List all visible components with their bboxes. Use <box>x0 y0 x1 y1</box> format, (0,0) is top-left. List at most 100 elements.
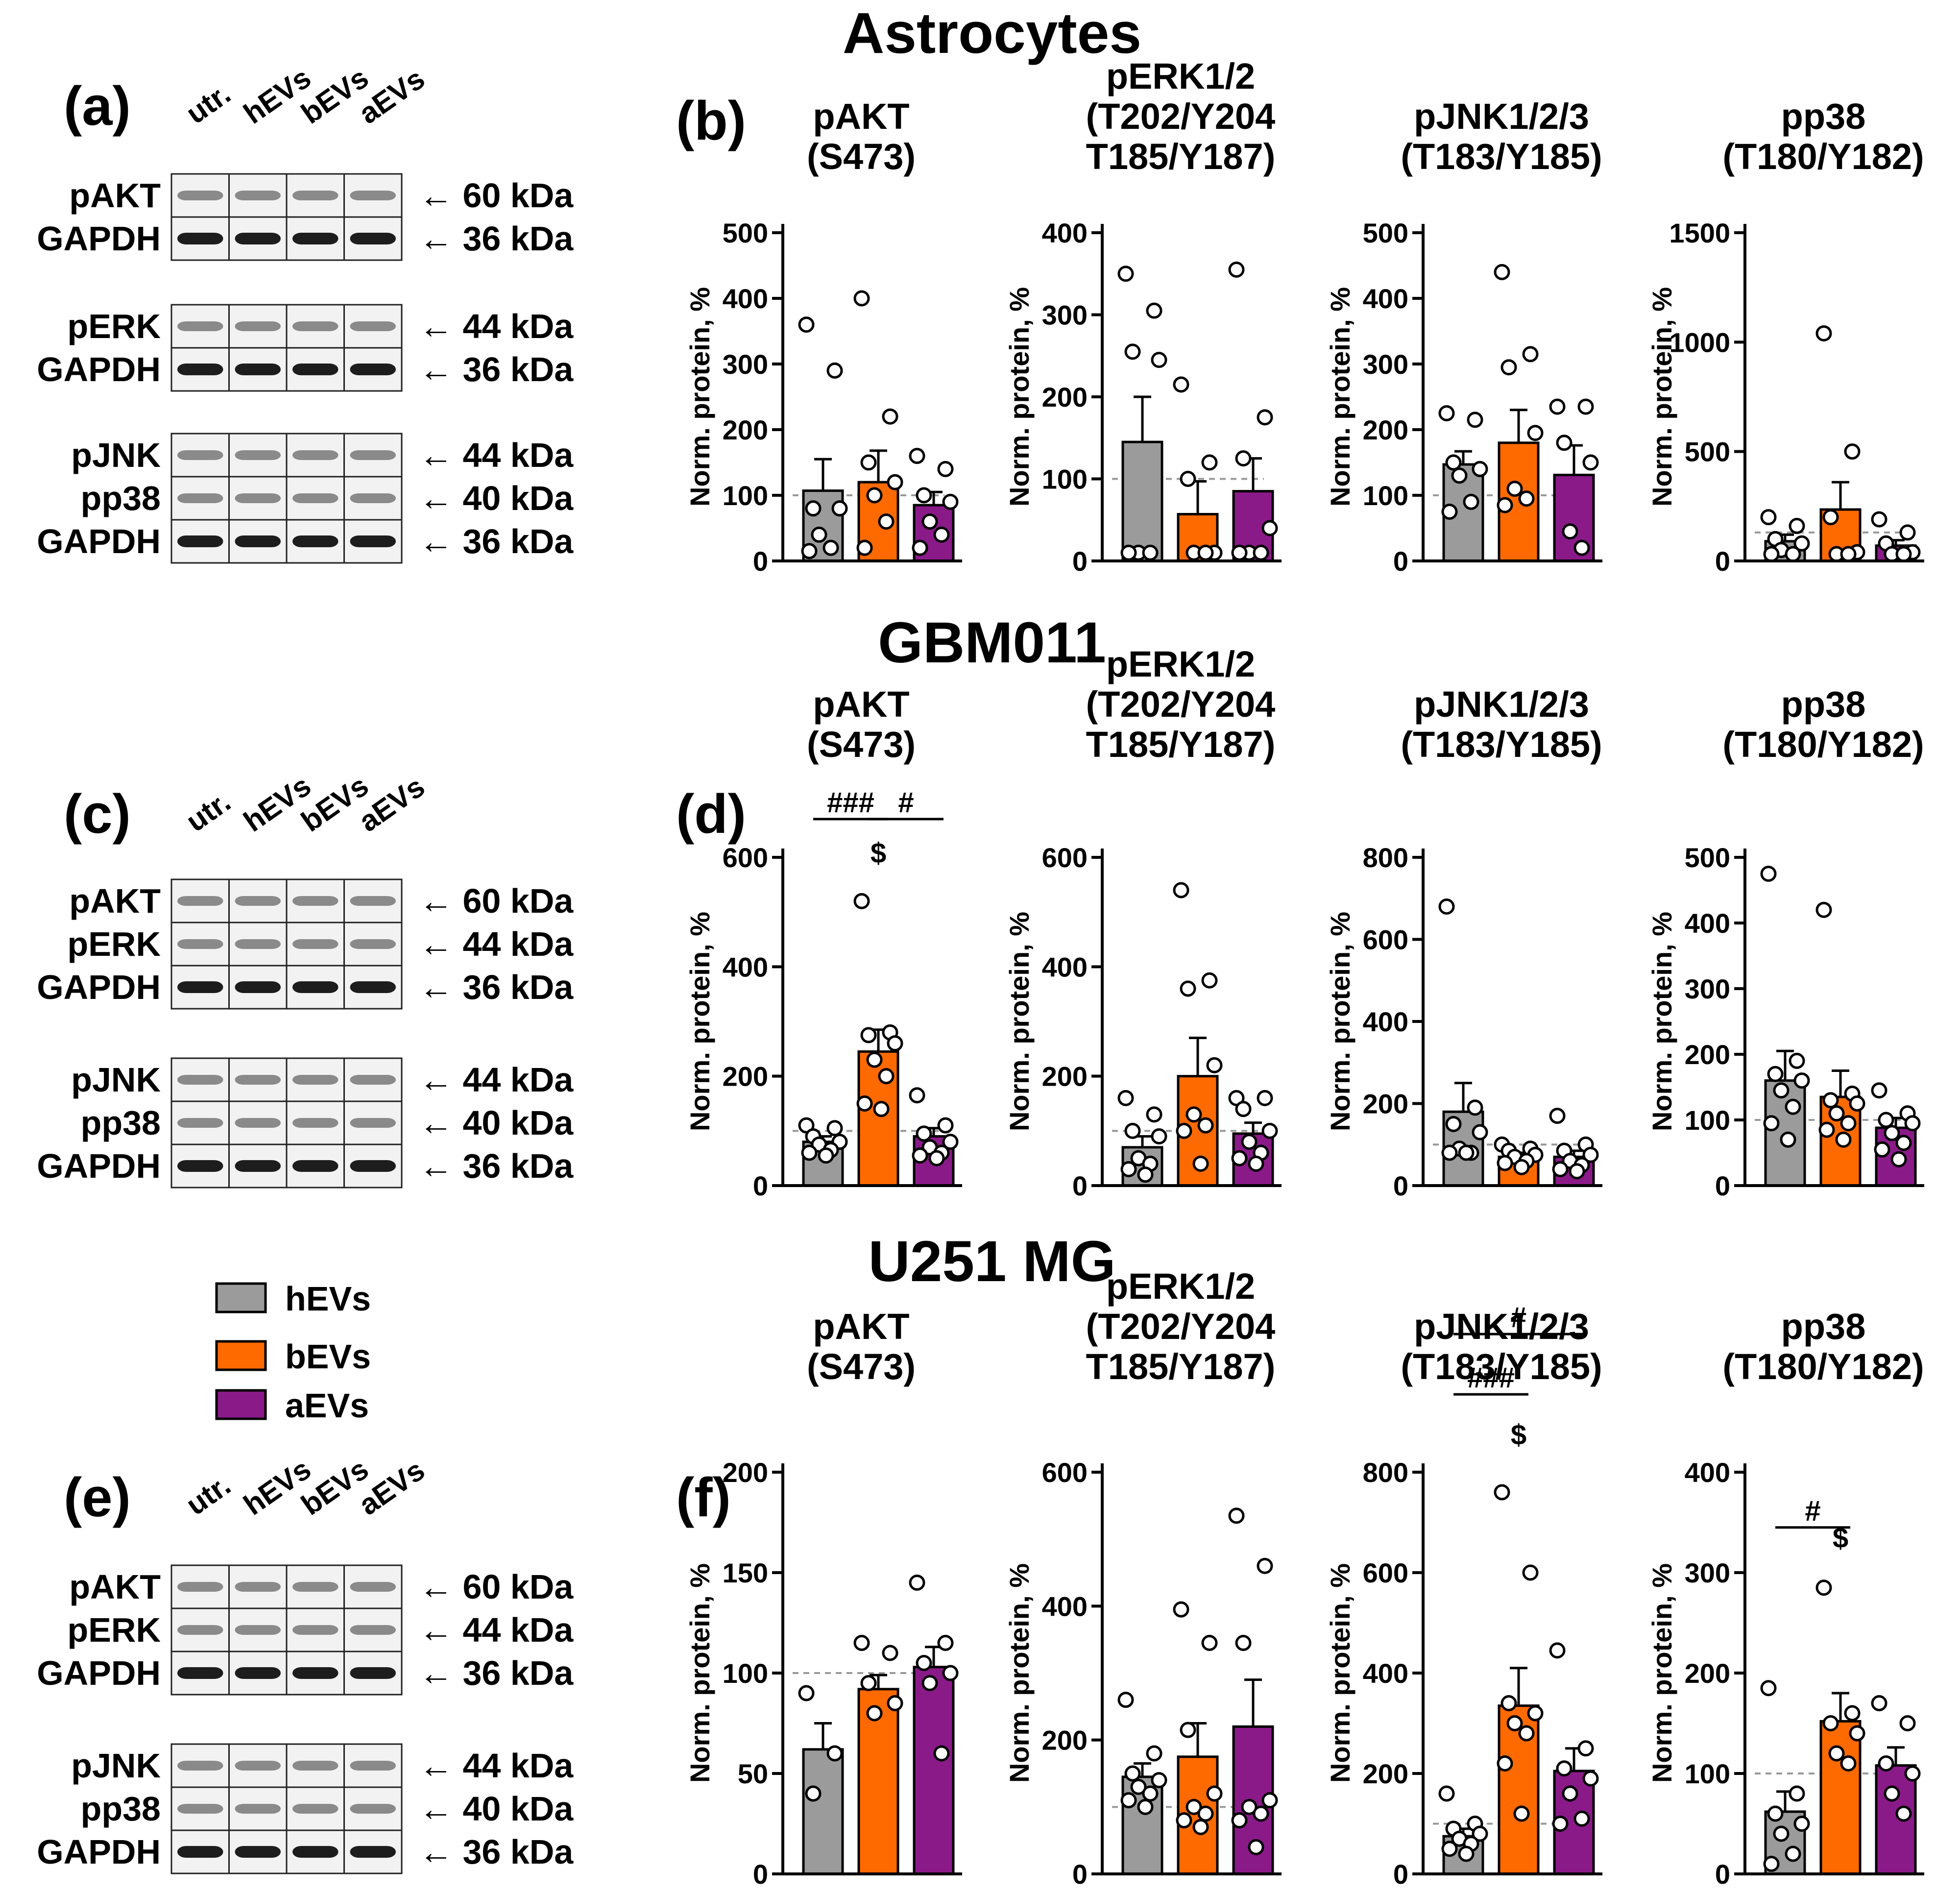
blot-band <box>292 1804 339 1814</box>
blot-kda-label: ← 40 kDa <box>419 479 574 517</box>
chart-8: pp38(T180/Y182) 0 100 200 300 400 500 Norm. pro… <box>1646 684 1924 1201</box>
blot-row-label: pAKT <box>69 882 161 920</box>
data-point <box>1895 1135 1912 1151</box>
data-point <box>1884 1125 1900 1141</box>
blot-row-label: GAPDH <box>37 968 161 1006</box>
data-point <box>1186 1106 1202 1123</box>
blot-band <box>292 233 339 244</box>
data-point <box>1146 1745 1162 1762</box>
blot-row-label: pERK <box>67 307 161 345</box>
bar-hevs <box>1121 440 1163 562</box>
data-point <box>1241 1798 1258 1815</box>
blot-band <box>350 1667 396 1679</box>
data-point <box>1871 1082 1887 1099</box>
y-tick-label: 400 <box>1685 908 1730 939</box>
data-point <box>1173 376 1189 393</box>
y-axis-label: Norm. protein, % <box>684 912 715 1131</box>
blot-band <box>177 364 223 375</box>
blot-band <box>235 981 281 993</box>
data-point <box>909 1087 925 1104</box>
data-point <box>826 1745 843 1762</box>
data-point <box>1562 523 1578 540</box>
legend-swatch-aevs <box>215 1389 267 1420</box>
data-point <box>860 1675 877 1691</box>
data-point <box>1549 1642 1566 1659</box>
data-point <box>1142 1785 1159 1802</box>
data-point <box>1192 1819 1209 1835</box>
y-tick-label: 200 <box>1363 1758 1408 1789</box>
data-point <box>1789 1052 1805 1069</box>
data-point <box>1522 346 1539 363</box>
data-point <box>1120 1792 1137 1809</box>
chart-7: pJNK1/2/3(T183/Y185) 0 200 400 600 800 Norm. p… <box>1325 684 1602 1201</box>
y-tick-label: 200 <box>1685 1658 1730 1689</box>
y-axis-label: Norm. protein, % <box>1325 912 1355 1131</box>
data-point <box>1871 1695 1887 1711</box>
data-point <box>1180 980 1196 997</box>
data-point <box>1130 1778 1147 1795</box>
legend: hEVs bEVs aEVs <box>215 1280 371 1425</box>
blot-band <box>235 896 281 906</box>
y-tick-label: 150 <box>723 1557 768 1588</box>
data-point <box>1895 546 1912 562</box>
data-point <box>1235 450 1252 467</box>
data-point <box>1569 1163 1585 1180</box>
blot-band <box>292 535 339 547</box>
blot-band <box>350 321 396 331</box>
blot-kda-label: ← 60 kDa <box>419 1568 574 1606</box>
lane-label: hEVs <box>238 769 316 838</box>
data-point <box>1120 1161 1137 1177</box>
data-point <box>1257 1557 1273 1574</box>
blot-band <box>177 1075 223 1085</box>
blot-band <box>350 1160 396 1172</box>
blot-band <box>292 321 339 331</box>
y-tick-label: 200 <box>1685 1039 1730 1070</box>
data-point <box>1828 1745 1845 1762</box>
data-point <box>856 539 873 556</box>
chart-title-line: (T183/Y185) <box>1401 724 1602 765</box>
data-point <box>1573 539 1590 556</box>
y-axis-label: Norm. protein, % <box>1004 1563 1035 1783</box>
data-point <box>1467 412 1483 428</box>
y-tick-label: 1500 <box>1669 218 1730 248</box>
data-point <box>916 1125 932 1142</box>
data-point <box>811 526 827 543</box>
blot-band <box>235 321 281 331</box>
data-point <box>1120 544 1137 561</box>
data-point <box>1763 546 1780 562</box>
data-point <box>1206 1785 1223 1802</box>
blot-band <box>177 1118 223 1128</box>
data-point <box>1494 1484 1510 1501</box>
data-point <box>1241 1134 1258 1150</box>
data-point <box>1899 1715 1916 1731</box>
data-point <box>1573 1810 1590 1827</box>
y-tick-label: 0 <box>1715 546 1730 577</box>
blot-row-label: pp38 <box>81 479 161 517</box>
data-point <box>933 526 950 543</box>
data-point <box>1785 546 1801 562</box>
data-point <box>1500 1695 1517 1711</box>
panel-letter-b: (b) <box>676 90 746 151</box>
panel-letter-d: (d) <box>676 783 746 845</box>
data-point <box>1763 1115 1780 1132</box>
data-point <box>866 1051 883 1068</box>
chart-title-line: (S473) <box>807 1346 916 1387</box>
data-point <box>866 487 883 504</box>
legend-label-hevs: hEVs <box>285 1280 371 1318</box>
data-point <box>1438 405 1455 421</box>
data-point <box>1522 1564 1539 1581</box>
data-point <box>1549 398 1566 415</box>
data-point <box>1137 1798 1154 1815</box>
y-axis-label: Norm. protein, % <box>1646 912 1677 1131</box>
blot-band <box>177 896 223 906</box>
data-point <box>1176 1122 1192 1139</box>
data-point <box>1899 524 1916 541</box>
blot-row-label: pJNK <box>71 436 161 474</box>
data-point <box>1253 544 1269 561</box>
lane-label: utr. <box>180 1468 237 1521</box>
data-point <box>1500 359 1517 376</box>
significance-label: # <box>1511 1302 1526 1334</box>
